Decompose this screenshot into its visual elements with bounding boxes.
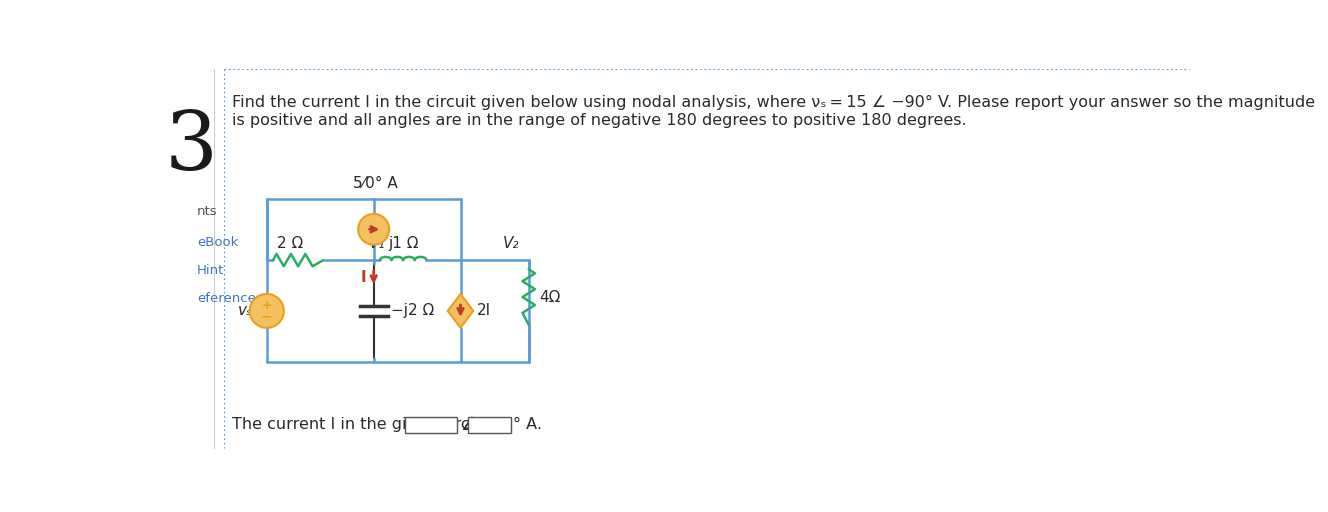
FancyBboxPatch shape bbox=[405, 417, 457, 433]
Text: V₂: V₂ bbox=[503, 236, 519, 251]
Text: Hint: Hint bbox=[197, 264, 224, 278]
Text: I: I bbox=[361, 270, 367, 285]
Text: eBook: eBook bbox=[197, 236, 238, 249]
Text: 2 Ω: 2 Ω bbox=[278, 236, 304, 251]
Text: 5⁄0° A: 5⁄0° A bbox=[353, 176, 397, 190]
Text: is positive and all angles are in the range of negative 180 degrees to positive : is positive and all angles are in the ra… bbox=[232, 113, 967, 128]
Text: +: + bbox=[262, 300, 272, 312]
Text: vₛ: vₛ bbox=[238, 304, 252, 318]
FancyBboxPatch shape bbox=[469, 417, 511, 433]
Polygon shape bbox=[448, 294, 473, 328]
Text: nts: nts bbox=[197, 205, 218, 218]
Circle shape bbox=[359, 214, 389, 245]
Text: Find the current Ⅰ in the circuit given below using nodal analysis, where νₛ = 1: Find the current Ⅰ in the circuit given … bbox=[232, 95, 1315, 110]
Circle shape bbox=[250, 294, 284, 328]
Text: eferences: eferences bbox=[197, 292, 263, 305]
Text: 4Ω: 4Ω bbox=[539, 290, 560, 305]
Text: The current Ⅰ in the given circuit is: The current Ⅰ in the given circuit is bbox=[232, 417, 509, 432]
Text: V₁: V₁ bbox=[369, 236, 385, 251]
Text: ° A.: ° A. bbox=[513, 417, 542, 432]
Text: −j2 Ω: −j2 Ω bbox=[390, 304, 434, 318]
Text: −: − bbox=[260, 310, 272, 324]
Text: 3: 3 bbox=[165, 108, 218, 187]
Text: ∠: ∠ bbox=[461, 416, 477, 434]
Text: j1 Ω: j1 Ω bbox=[388, 236, 418, 251]
Text: 2I: 2I bbox=[477, 304, 491, 318]
